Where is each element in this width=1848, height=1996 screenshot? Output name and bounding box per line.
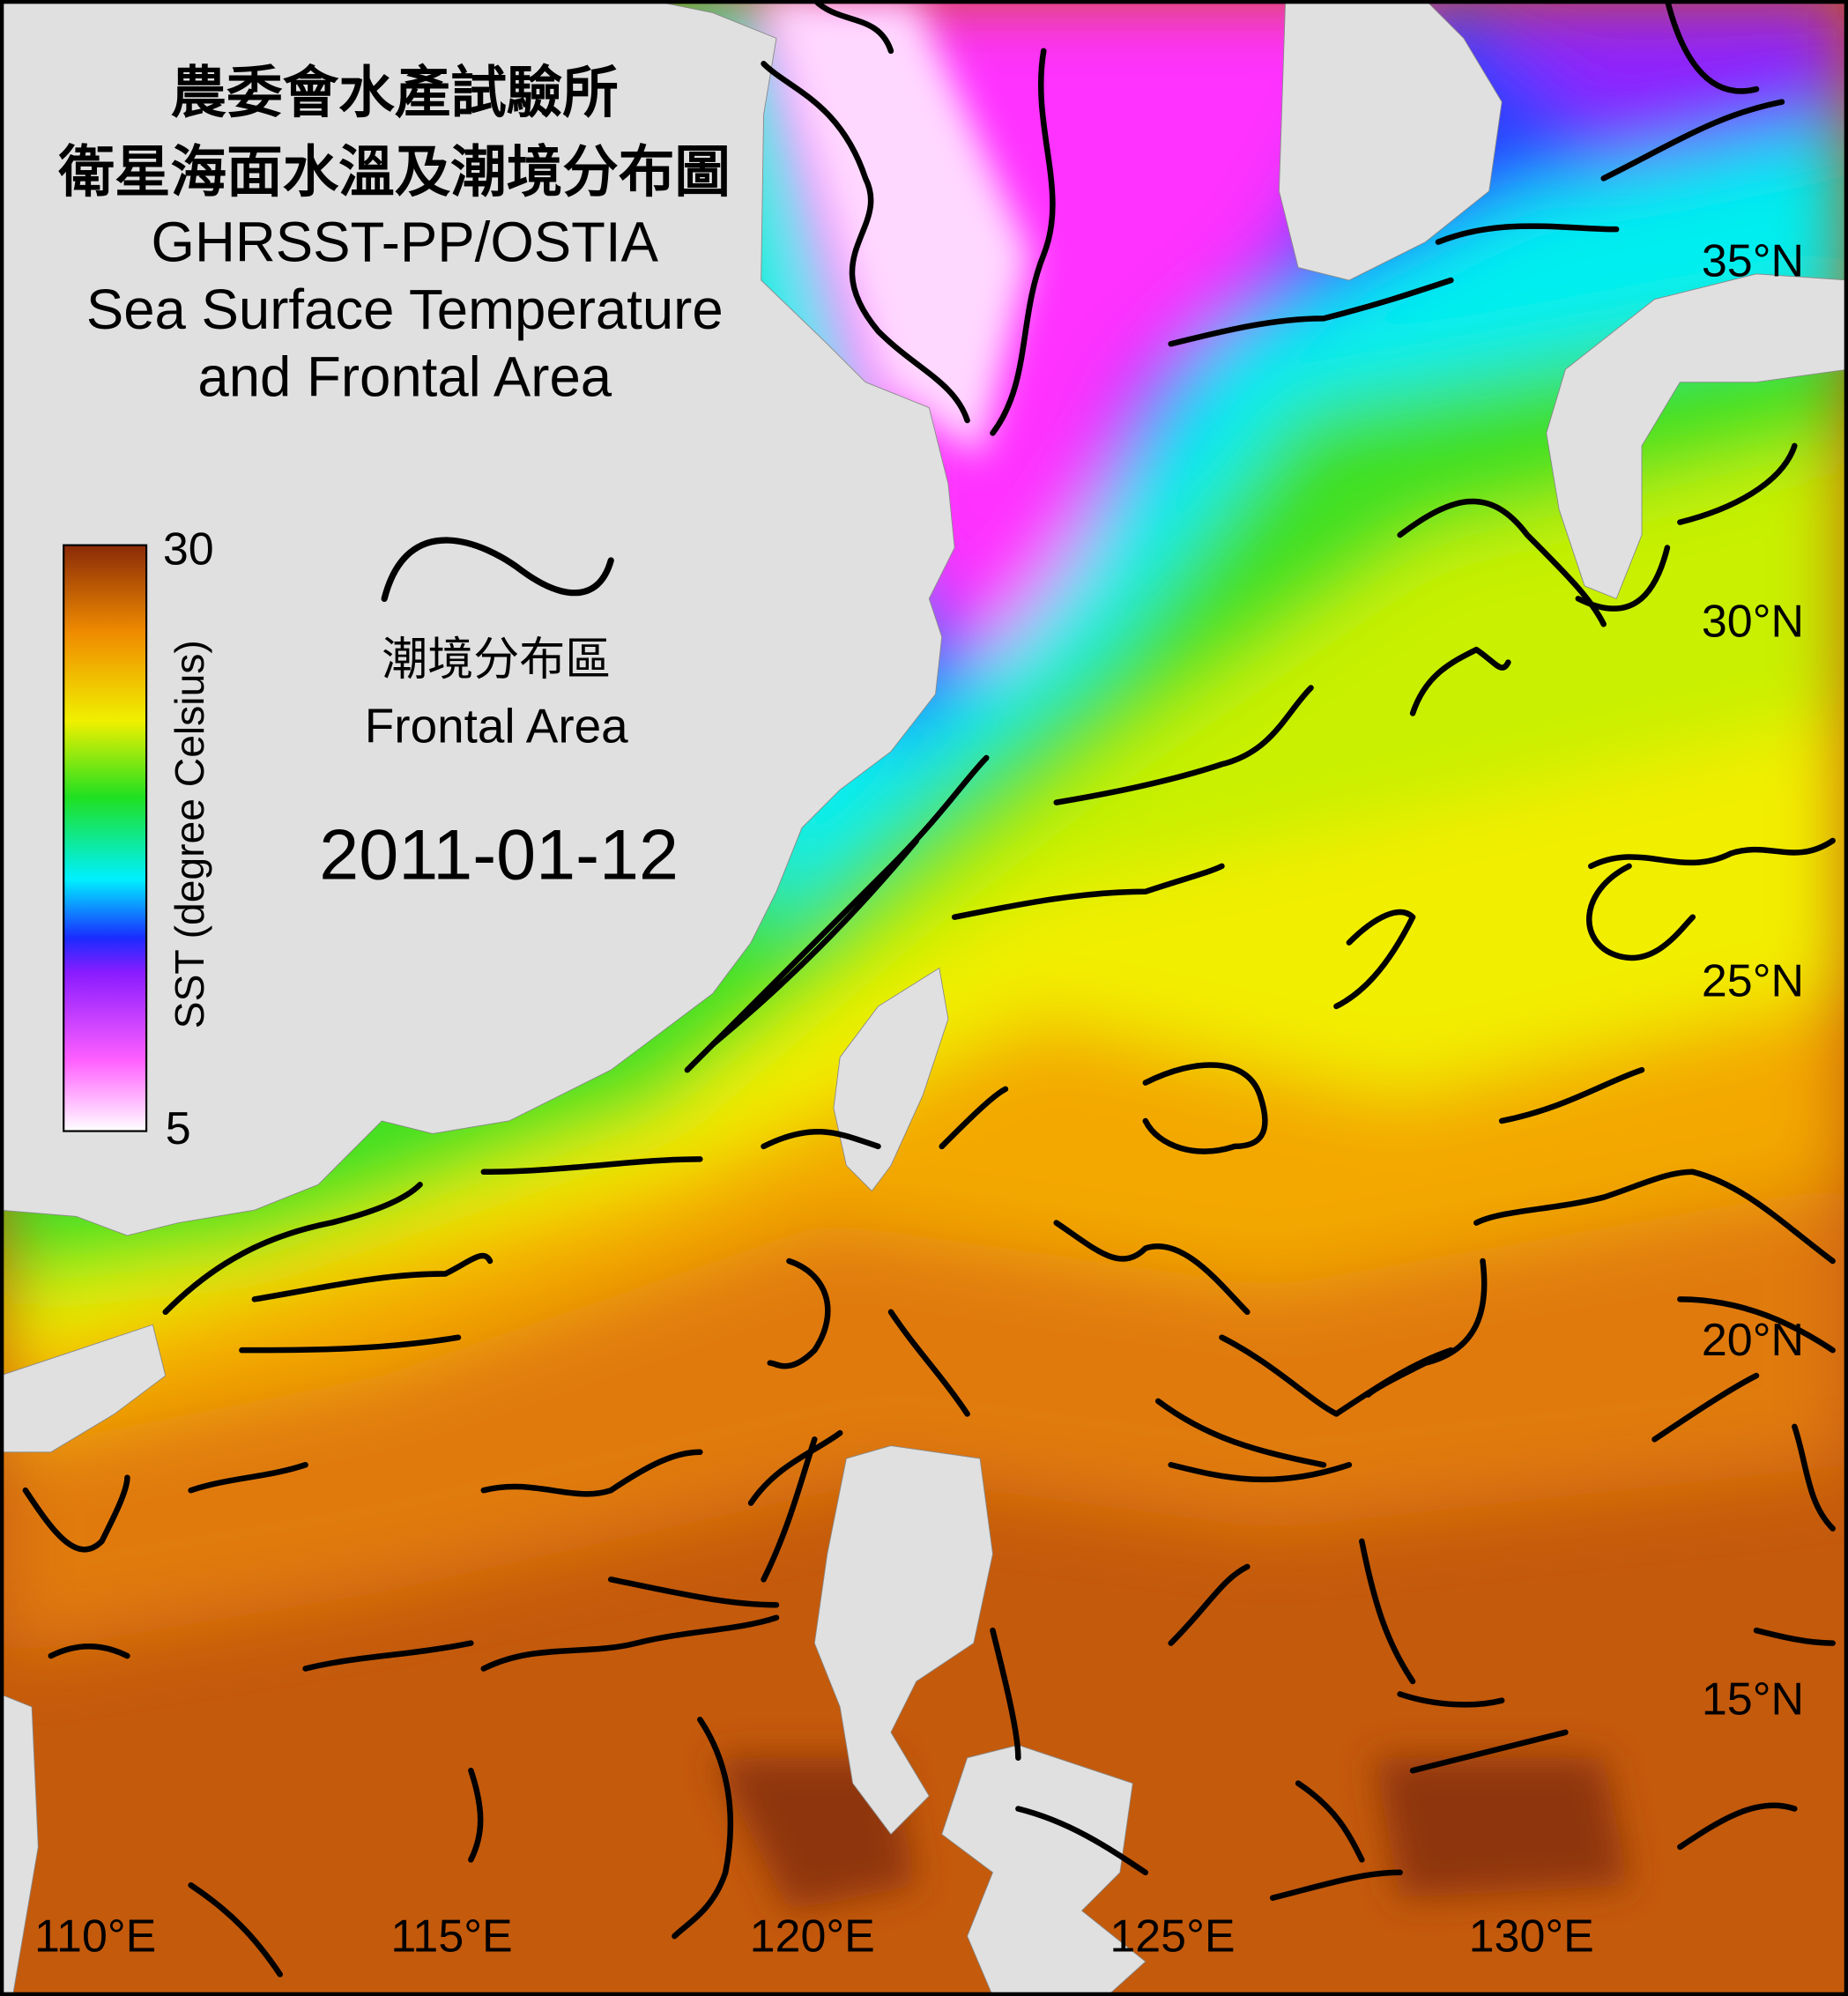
land-vietnam-south	[0, 1693, 39, 1996]
colorbar: 30 5 SST (degree Celsius)	[63, 523, 214, 1154]
land-korea	[1279, 0, 1503, 281]
lat-label: 20°N	[1702, 1315, 1804, 1366]
colorbar-min-label: 5	[166, 1103, 191, 1154]
lat-label: 25°N	[1702, 955, 1804, 1006]
title-line-zh-1: 農委會水產試驗所	[171, 60, 619, 125]
land-japan	[1546, 273, 1848, 599]
lat-label: 30°N	[1702, 597, 1804, 648]
colorbar-max-label: 30	[163, 523, 214, 575]
legend-label-en: Frontal Area	[365, 699, 628, 753]
colorbar-gradient	[63, 544, 148, 1132]
lon-label: 115°E	[390, 1911, 512, 1962]
title-line-en-2: and Frontal Area	[197, 346, 612, 409]
legend-label-zh: 潮境分布區	[382, 634, 611, 686]
front-line-icon	[381, 537, 614, 602]
map-date: 2011-01-12	[319, 815, 679, 894]
map-title: 農委會水產試驗所 衛星海面水溫及潮境分布圖 GHRSST-PP/OSTIA Se…	[57, 60, 730, 408]
lat-label: 15°N	[1702, 1674, 1804, 1725]
title-line-source: GHRSST-PP/OSTIA	[152, 211, 659, 273]
lon-label: 130°E	[1469, 1911, 1594, 1962]
front-legend: 潮境分布區 Frontal Area	[365, 537, 628, 753]
lon-label: 120°E	[750, 1911, 875, 1962]
latitude-labels: 35°N 30°N 25°N 20°N 15°N	[1702, 236, 1804, 1725]
land-taiwan	[833, 967, 949, 1192]
land-vietnam	[0, 1324, 167, 1453]
lon-label: 125°E	[1110, 1911, 1235, 1962]
colorbar-axis-label: SST (degree Celsius)	[167, 640, 212, 1028]
lon-label: 110°E	[34, 1911, 156, 1962]
front-lines	[22, 0, 1836, 1977]
land-luzon	[813, 1445, 993, 1836]
lat-label: 35°N	[1702, 236, 1804, 287]
title-line-zh-2: 衛星海面水溫及潮境分布圖	[57, 139, 730, 204]
land-visayas	[941, 1744, 1147, 1996]
longitude-labels: 110°E 115°E 120°E 125°E 130°E	[34, 1911, 1594, 1962]
title-line-en-1: Sea Surface Temperature	[86, 278, 724, 341]
land-china	[0, 0, 955, 1236]
